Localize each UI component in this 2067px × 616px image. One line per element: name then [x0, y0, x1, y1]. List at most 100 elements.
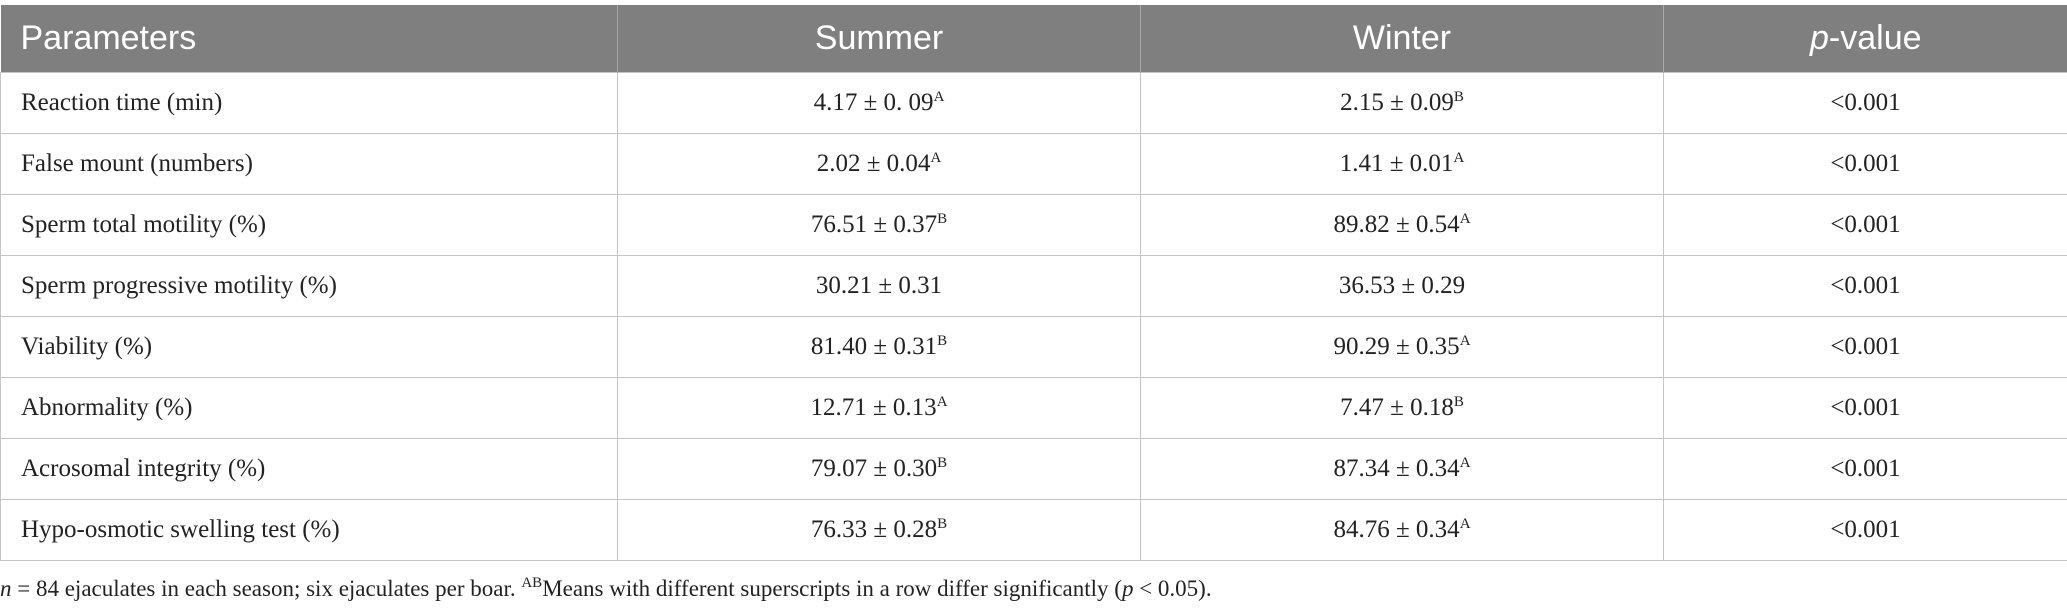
- table-cell: 79.07 ± 0.30B: [617, 438, 1141, 500]
- cell-text: 4.17 ± 0. 09: [813, 89, 934, 116]
- cell-text: <0.001: [1830, 211, 1901, 238]
- cell-text: < 0.05).: [1133, 576, 1212, 601]
- cell-text: -value: [1828, 19, 1922, 57]
- table-cell: 90.29 ± 0.35A: [1140, 316, 1664, 378]
- header-cell: p-value: [1663, 5, 2067, 73]
- cell-text: 87.34 ± 0.34: [1333, 455, 1460, 482]
- cell-text: 7.47 ± 0.18: [1340, 394, 1454, 421]
- table-cell: Acrosomal integrity (%): [0, 438, 618, 500]
- cell-text: Parameters: [20, 19, 197, 57]
- table-cell: <0.001: [1663, 499, 2067, 561]
- table-cell: 76.33 ± 0.28B: [617, 499, 1141, 561]
- cell-text: Sperm total motility (%): [21, 211, 267, 238]
- cell-text: 1.41 ± 0.01: [1339, 150, 1454, 177]
- cell-text: 36.53 ± 0.29: [1338, 272, 1466, 299]
- superscript: B: [937, 211, 948, 227]
- header-row: Parameters Summer Winter p-value: [0, 5, 2067, 73]
- cell-text: Winter: [1352, 19, 1452, 57]
- superscript: A: [1459, 333, 1471, 349]
- table-cell: <0.001: [1663, 438, 2067, 500]
- cell-text: 89.82 ± 0.54: [1333, 211, 1460, 238]
- table-row: Hypo-osmotic swelling test (%) 76.33 ± 0.…: [0, 499, 2067, 561]
- cell-text: Viability (%): [21, 333, 153, 360]
- table-cell: <0.001: [1663, 377, 2067, 439]
- superscript: A: [1459, 516, 1471, 532]
- table-cell: 89.82 ± 0.54A: [1140, 194, 1664, 256]
- cell-text: <0.001: [1830, 272, 1901, 299]
- cell-text: 2.15 ± 0.09: [1340, 89, 1454, 116]
- table-row: False mount (numbers) 2.02 ± 0.04A 1.41 ± …: [0, 133, 2067, 195]
- cell-text: Sperm progressive motility (%): [21, 272, 337, 299]
- cell-text: <0.001: [1830, 516, 1901, 543]
- superscript: A: [930, 150, 942, 166]
- table-row: Acrosomal integrity (%) 79.07 ± 0.30B 87.3…: [0, 438, 2067, 500]
- cell-text: 81.40 ± 0.31: [810, 333, 938, 360]
- cell-text: Reaction time (min): [21, 89, 223, 116]
- table-cell: 7.47 ± 0.18B: [1140, 377, 1664, 439]
- superscript: B: [1453, 89, 1464, 105]
- table-cell: 36.53 ± 0.29: [1140, 255, 1664, 317]
- table-cell: 87.34 ± 0.34A: [1140, 438, 1664, 500]
- cell-text: 76.33 ± 0.28: [810, 516, 938, 543]
- cell-text: 84.76 ± 0.34: [1333, 516, 1460, 543]
- cell-text: <0.001: [1830, 455, 1901, 482]
- table-cell: 76.51 ± 0.37B: [617, 194, 1141, 256]
- table-cell: Reaction time (min): [0, 72, 618, 134]
- table-cell: 81.40 ± 0.31B: [617, 316, 1141, 378]
- data-table: Parameters Summer Winter p-value Reaction t…: [0, 5, 2067, 561]
- table-body: Reaction time (min) 4.17 ± 0. 09A 2.15 ± 0…: [0, 72, 2067, 561]
- table-cell: Sperm total motility (%): [0, 194, 618, 256]
- italic-text: p: [1809, 19, 1829, 57]
- superscript: AB: [521, 575, 543, 591]
- cell-text: <0.001: [1830, 333, 1901, 360]
- table-cell: <0.001: [1663, 194, 2067, 256]
- table-cell: <0.001: [1663, 316, 2067, 378]
- header-cell: Winter: [1140, 5, 1664, 73]
- italic-text: p: [1121, 576, 1134, 601]
- table-cell: <0.001: [1663, 133, 2067, 195]
- header-cell: Parameters: [0, 5, 618, 73]
- table-row: Sperm progressive motility (%) 30.21 ± 0.…: [0, 255, 2067, 317]
- table-cell: 30.21 ± 0.31: [617, 255, 1141, 317]
- footnote: n = 84 ejaculates in each season; six ej…: [0, 576, 1212, 602]
- cell-text: 76.51 ± 0.37: [810, 211, 938, 238]
- superscript: A: [1459, 455, 1471, 471]
- table-cell: Sperm progressive motility (%): [0, 255, 618, 317]
- cell-text: 2.02 ± 0.04: [816, 150, 931, 177]
- header-cell: Summer: [617, 5, 1141, 73]
- table-cell: 2.15 ± 0.09B: [1140, 72, 1664, 134]
- cell-text: Abnormality (%): [21, 394, 193, 421]
- table-row: Sperm total motility (%) 76.51 ± 0.37B 89.…: [0, 194, 2067, 256]
- table-row: Reaction time (min) 4.17 ± 0. 09A 2.15 ± 0…: [0, 72, 2067, 134]
- table-cell: 2.02 ± 0.04A: [617, 133, 1141, 195]
- superscript: B: [937, 455, 948, 471]
- table-cell: 12.71 ± 0.13A: [617, 377, 1141, 439]
- table-cell: Viability (%): [0, 316, 618, 378]
- superscript: B: [937, 516, 948, 532]
- table-cell: 1.41 ± 0.01A: [1140, 133, 1664, 195]
- table-row: Viability (%) 81.40 ± 0.31B 90.29 ± 0.35A <…: [0, 316, 2067, 378]
- cell-text: Means with different superscripts in a r…: [542, 576, 1122, 601]
- superscript: A: [936, 394, 948, 410]
- superscript: A: [1453, 150, 1465, 166]
- cell-text: Acrosomal integrity (%): [21, 455, 266, 482]
- superscript: B: [1453, 394, 1464, 410]
- table-cell: Hypo-osmotic swelling test (%): [0, 499, 618, 561]
- superscript: A: [933, 89, 945, 105]
- cell-text: 79.07 ± 0.30: [810, 455, 938, 482]
- superscript: A: [1459, 211, 1471, 227]
- table-cell: <0.001: [1663, 72, 2067, 134]
- superscript: B: [937, 333, 948, 349]
- cell-text: False mount (numbers): [21, 150, 253, 177]
- cell-text: Hypo-osmotic swelling test (%): [21, 516, 340, 543]
- table-row: Abnormality (%) 12.71 ± 0.13A 7.47 ± 0.18B…: [0, 377, 2067, 439]
- table-cell: 84.76 ± 0.34A: [1140, 499, 1664, 561]
- cell-text: <0.001: [1830, 89, 1901, 116]
- table-cell: 4.17 ± 0. 09A: [617, 72, 1141, 134]
- table-cell: Abnormality (%): [0, 377, 618, 439]
- cell-text: 90.29 ± 0.35: [1333, 333, 1460, 360]
- cell-text: Summer: [814, 19, 944, 57]
- table-cell: False mount (numbers): [0, 133, 618, 195]
- cell-text: = 84 ejaculates in each season; six ejac…: [11, 576, 522, 601]
